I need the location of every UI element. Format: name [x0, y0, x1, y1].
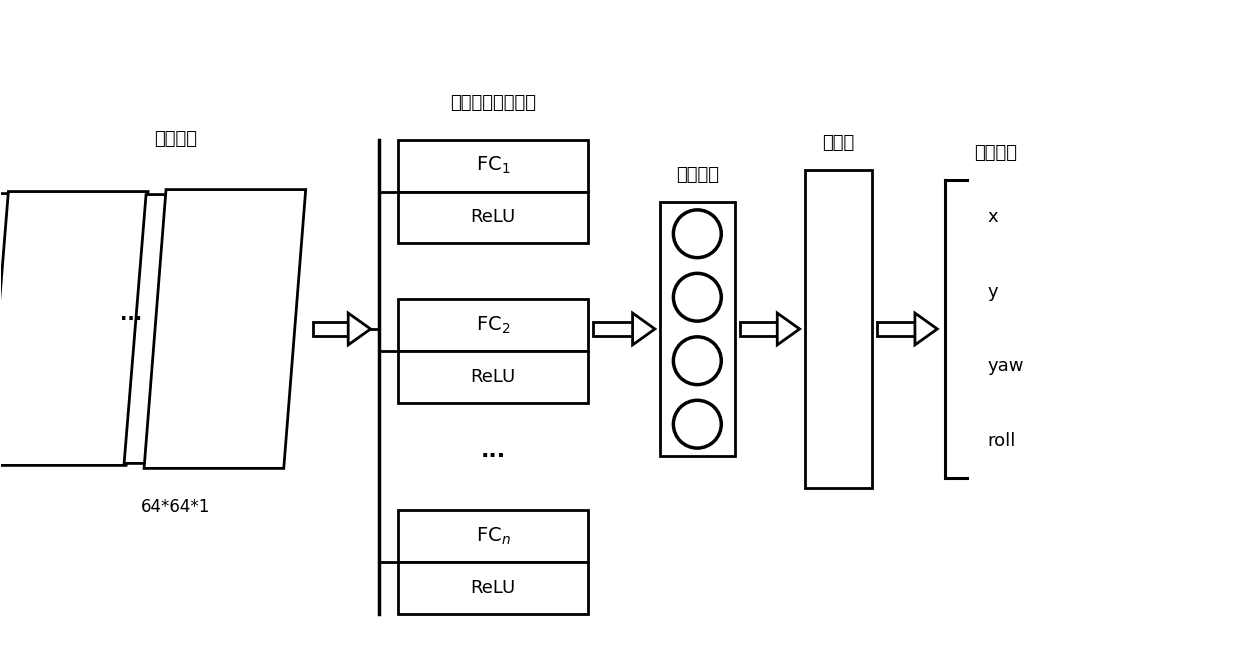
Text: 输入图像: 输入图像 [155, 130, 197, 148]
Text: ReLU: ReLU [471, 579, 516, 597]
Text: FC$_1$: FC$_1$ [476, 155, 511, 177]
Text: FC$_n$: FC$_n$ [476, 526, 511, 546]
Polygon shape [777, 313, 800, 345]
Text: 回归层: 回归层 [822, 134, 854, 152]
Text: y: y [987, 283, 998, 300]
Text: FC$_2$: FC$_2$ [476, 314, 511, 336]
Polygon shape [312, 322, 348, 336]
Text: ···: ··· [120, 310, 143, 328]
Bar [398, 562, 588, 614]
Text: yaw: yaw [987, 358, 1024, 375]
Text: 64*64*1: 64*64*1 [141, 498, 211, 516]
Polygon shape [124, 195, 285, 463]
Bar [398, 140, 588, 191]
Polygon shape [878, 322, 915, 336]
Text: 全连接层: 全连接层 [676, 166, 719, 184]
Polygon shape [0, 191, 148, 465]
Polygon shape [0, 193, 130, 462]
Polygon shape [632, 313, 655, 345]
Polygon shape [144, 190, 306, 469]
Text: roll: roll [987, 432, 1016, 450]
Bar [398, 191, 588, 243]
Bar [398, 299, 588, 351]
Bar [805, 169, 873, 488]
Text: ReLU: ReLU [471, 208, 516, 227]
Bar [398, 510, 588, 562]
Text: 全连接层、激活层: 全连接层、激活层 [450, 94, 536, 112]
Bar [660, 202, 735, 456]
Polygon shape [740, 322, 777, 336]
Text: x: x [987, 208, 998, 226]
Polygon shape [348, 313, 371, 345]
Text: ReLU: ReLU [471, 368, 516, 386]
Text: 输出参数: 输出参数 [973, 143, 1017, 162]
Polygon shape [593, 322, 632, 336]
Bar [398, 351, 588, 402]
Text: ···: ··· [481, 447, 506, 467]
Polygon shape [915, 313, 937, 345]
